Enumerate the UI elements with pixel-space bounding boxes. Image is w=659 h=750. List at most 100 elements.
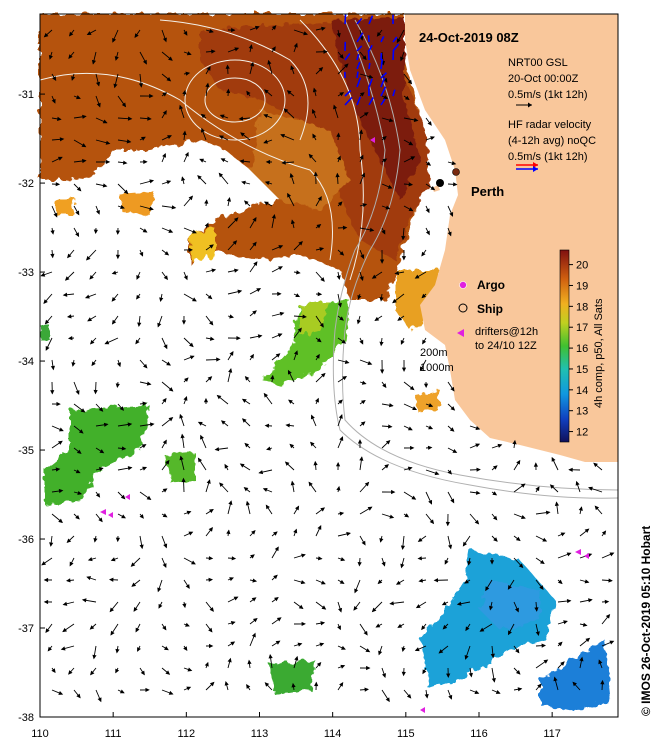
hf-vector (380, 72, 388, 79)
lat-tick-label: -35 (18, 445, 34, 457)
current-vector-head (115, 537, 121, 543)
current-vector-head (584, 579, 590, 584)
current-vector-head (339, 682, 344, 687)
current-vector-head (149, 206, 154, 211)
current-vector-head (246, 684, 251, 689)
current-vector-head (115, 648, 120, 654)
current-vector-head (295, 293, 301, 298)
current-vector-head (216, 357, 221, 362)
current-vector-head (335, 172, 340, 178)
current-vector-head (353, 605, 358, 611)
current-vector-head (96, 81, 101, 87)
current-vector-head (288, 399, 293, 404)
current-vector-head (92, 654, 97, 660)
current-vector-head (335, 461, 341, 467)
current-vector-head (320, 277, 325, 282)
current-vector-head (252, 241, 257, 247)
current-vector-head (560, 661, 565, 666)
current-vector-head (407, 466, 413, 471)
current-vector-head (468, 672, 473, 678)
current-vector-head (539, 585, 544, 590)
current-vector-head (76, 693, 81, 699)
current-vector-head (43, 577, 49, 583)
current-vector-head (408, 207, 414, 212)
current-vector-head (400, 340, 405, 345)
current-vector-head (417, 537, 423, 543)
current-vector-head (394, 270, 400, 276)
current-vector-head (252, 216, 257, 222)
current-vector-head (263, 201, 269, 206)
current-vector-head (319, 642, 325, 647)
current-vector-head (136, 275, 141, 280)
current-vector-head (139, 544, 144, 550)
current-vector-head (162, 37, 167, 43)
current-vector-head (182, 89, 187, 95)
current-vector-head (311, 108, 316, 114)
current-vector-head (232, 240, 238, 245)
current-vector-head (121, 446, 127, 451)
current-vector-head (445, 521, 450, 527)
current-vector-head (489, 560, 495, 565)
current-vector-head (337, 625, 341, 631)
current-vector-head (492, 515, 498, 521)
current-vector-head (314, 681, 319, 687)
current-vector-head (181, 477, 186, 483)
current-vector-head (497, 443, 503, 448)
current-vector-head (278, 266, 283, 271)
current-vector-head (479, 627, 485, 632)
current-vector-head (549, 484, 555, 489)
current-vector-head (186, 686, 192, 691)
current-vector-head (430, 186, 436, 191)
current-vector-head (515, 648, 520, 654)
current-vector-head (266, 446, 271, 451)
current-vector-head (382, 673, 386, 678)
current-vector-head (533, 462, 539, 467)
hf-vector (344, 96, 353, 106)
current-vector-head (234, 47, 240, 52)
current-vector-head (410, 445, 415, 451)
current-vector-head (189, 342, 194, 348)
current-vector-head (49, 542, 54, 547)
current-vector-head (268, 653, 273, 659)
current-vector-head (233, 596, 239, 601)
current-vector-head (142, 59, 147, 65)
current-vector-head (333, 104, 338, 110)
current-vector-head (62, 627, 68, 633)
current-vector-head (80, 408, 86, 413)
current-vector-head (551, 456, 556, 462)
current-vector-head (316, 661, 322, 667)
current-vector-head (295, 505, 300, 511)
current-vector-head (312, 87, 317, 93)
legend-drifters-line1: drifters@12h (475, 326, 538, 338)
current-vector-head (414, 274, 420, 279)
current-vector-head (96, 102, 101, 108)
current-vector-head (86, 576, 92, 581)
current-vector-head (515, 670, 521, 675)
current-vector-head (383, 95, 389, 99)
current-vector-head (179, 104, 184, 110)
current-vector-head (102, 119, 108, 124)
colorbar-tick-label: 20 (576, 260, 588, 272)
current-vector-head (122, 160, 128, 165)
current-vector-head (76, 95, 81, 100)
current-vector-head (598, 659, 603, 665)
current-vector-head (462, 541, 468, 547)
current-vector-head (244, 442, 250, 448)
current-vector-head (578, 506, 583, 511)
current-vector-head (262, 488, 268, 492)
current-vector-head (75, 390, 80, 395)
current-vector-head (181, 176, 186, 182)
current-vector-head (604, 599, 610, 604)
current-vector-head (319, 247, 325, 252)
current-vector-head (265, 504, 270, 510)
current-vector-head (453, 182, 458, 187)
legend-isobath-1000: 1000m (420, 362, 454, 374)
current-vector-head (209, 320, 214, 326)
current-vector-head (139, 514, 144, 519)
current-vector-head (381, 561, 386, 567)
current-vector-head (377, 579, 383, 585)
current-vector-head (248, 44, 253, 49)
current-vector-head (315, 397, 319, 403)
current-vector-head (467, 560, 472, 566)
current-vector-head (357, 439, 363, 444)
